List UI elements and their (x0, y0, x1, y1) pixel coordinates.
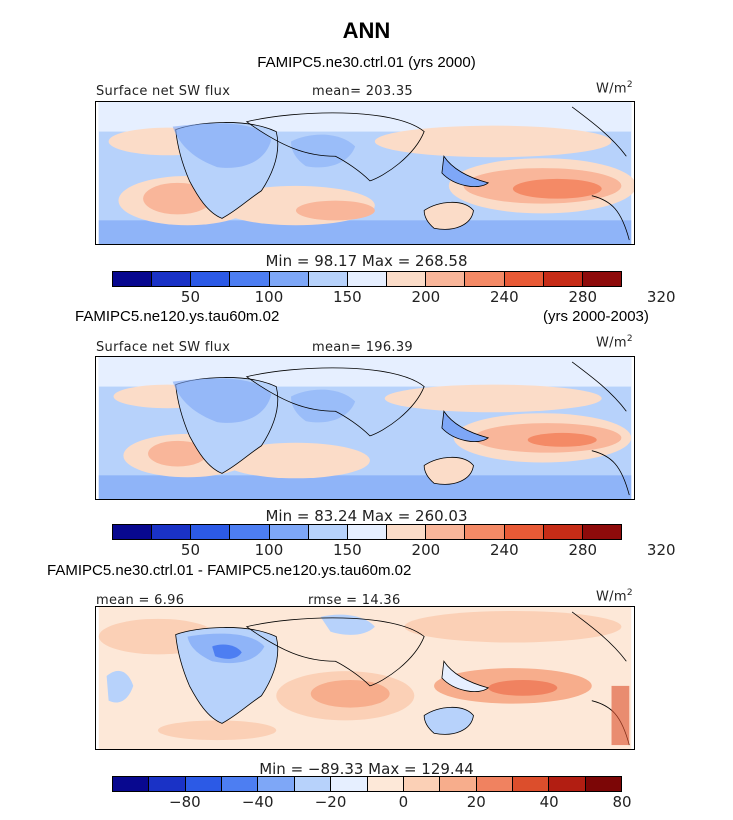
panel2-colorbar-cell (387, 525, 427, 539)
panel2-tick-label: 200 (411, 541, 441, 559)
panel1-colorbar-cell (582, 272, 622, 286)
panel3-colorbar-cell (367, 777, 404, 791)
panel1-minmax: Min = 98.17 Max = 268.58 (265, 252, 468, 270)
panel1-variable-label: Surface net SW flux (96, 84, 231, 99)
panel2-heading-right: (yrs 2000-2003) (543, 308, 649, 325)
panel1-colorbar-cell (347, 272, 388, 286)
panel1-heading: FAMIPC5.ne30.ctrl.01 (yrs 2000) (257, 54, 476, 71)
panel2-tick-label: 150 (333, 541, 362, 559)
page-title: ANN (342, 18, 391, 43)
panel2-colorbar-cell (113, 525, 153, 539)
panel1-colorbar-cell (465, 272, 505, 286)
panel1-colorbar-cell (308, 272, 348, 286)
panel1-colorbar-cell (387, 272, 427, 286)
panel2-colorbar-cell (582, 525, 622, 539)
panel1-colorbar-cell (269, 272, 309, 286)
panel3-colorbar-cell (512, 777, 550, 791)
panel2-colorbar-cell (504, 525, 544, 539)
panel1-tick-label: 200 (411, 288, 441, 306)
panel3-colorbar-cell (294, 777, 332, 791)
panel3-rmse-label: rmse = 14.36 (308, 593, 401, 608)
panel3-colorbar-cell (549, 777, 586, 791)
panel1-colorbar-cell (426, 272, 466, 286)
panel1-tick-label: 50 (180, 288, 200, 306)
panel3-tick-label: −80 (169, 793, 201, 811)
panel1-colorbar-cell (230, 272, 270, 286)
panel3-mean-label: mean = 6.96 (96, 593, 185, 608)
panel3-tick-label: 40 (539, 793, 559, 811)
panel3-colorbar-cell (403, 777, 441, 791)
panel1-colorbar-cell (152, 272, 192, 286)
panel3-heading: FAMIPC5.ne30.ctrl.01 - FAMIPC5.ne120.ys.… (47, 562, 412, 579)
panel1-tick-label: 100 (254, 288, 284, 306)
panel3-tick-label: −40 (241, 793, 274, 811)
panel3-colorbar (112, 776, 622, 792)
panel1-tick-label: 320 (646, 288, 676, 306)
panel2-map (95, 356, 635, 500)
panel2-variable-label: Surface net SW flux (96, 340, 231, 355)
panel2-colorbar-cell (308, 525, 348, 539)
panel2-colorbar-cell (152, 525, 192, 539)
panel2-colorbar-cell (543, 525, 583, 539)
panel3-colorbar-cell (331, 777, 368, 791)
panel1-colorbar-cell (191, 272, 231, 286)
panel2-tick-label: 280 (568, 541, 598, 559)
panel3-tick-label: 80 (612, 793, 632, 811)
panel3-map (95, 606, 635, 750)
panel3-minmax: Min = −89.33 Max = 129.44 (259, 760, 474, 778)
panel2-colorbar-cell (465, 525, 505, 539)
panel3-tick-label: −20 (314, 793, 347, 811)
panel3-colorbar-cell (585, 777, 622, 791)
panel1-tick-label: 240 (489, 288, 519, 306)
panel2-tick-label: 320 (646, 541, 676, 559)
panel2-tick-label: 240 (489, 541, 519, 559)
panel3-colorbar-ticks: −80 −40 −20 0 20 40 80 (112, 793, 632, 813)
panel3-units: W/m2 (596, 588, 633, 605)
panel3-colorbar-cell (185, 777, 223, 791)
panel3-colorbar-cell (476, 777, 513, 791)
panel2-colorbar-ticks: 50 100 150 200 240 280 320 (112, 541, 676, 561)
panel1-colorbar-cell (543, 272, 583, 286)
panel1-mean-label: mean= 203.35 (312, 84, 413, 99)
panel2-tick-label: 100 (254, 541, 284, 559)
panel1-tick-label: 150 (333, 288, 362, 306)
panel2-colorbar-cell (426, 525, 466, 539)
panel2-colorbar-cell (191, 525, 231, 539)
panel1-units: W/m2 (596, 80, 633, 97)
panel2-units: W/m2 (596, 334, 633, 351)
panel3-tick-label: 20 (466, 793, 486, 811)
panel3-colorbar-cell (113, 777, 150, 791)
panel1-tick-label: 280 (568, 288, 598, 306)
panel3-colorbar-cell (258, 777, 295, 791)
panel2-colorbar-cell (230, 525, 270, 539)
panel1-colorbar-ticks: 50 100 150 200 240 280 320 (112, 288, 676, 308)
panel2-colorbar (112, 524, 622, 540)
panel1-colorbar-cell (504, 272, 544, 286)
panel2-mean-label: mean= 196.39 (312, 340, 413, 355)
panel2-heading-left: FAMIPC5.ne120.ys.tau60m.02 (75, 308, 280, 325)
panel3-colorbar-cell (440, 777, 477, 791)
panel1-colorbar-cell (113, 272, 153, 286)
panel3-tick-label: 0 (398, 793, 409, 811)
panel1-map (95, 101, 635, 245)
panel3-colorbar-cell (149, 777, 186, 791)
panel1-colorbar (112, 271, 622, 287)
panel2-tick-label: 50 (180, 541, 200, 559)
panel2-colorbar-cell (269, 525, 309, 539)
panel2-colorbar-cell (347, 525, 388, 539)
panel2-minmax: Min = 83.24 Max = 260.03 (265, 507, 468, 525)
panel3-colorbar-cell (222, 777, 259, 791)
